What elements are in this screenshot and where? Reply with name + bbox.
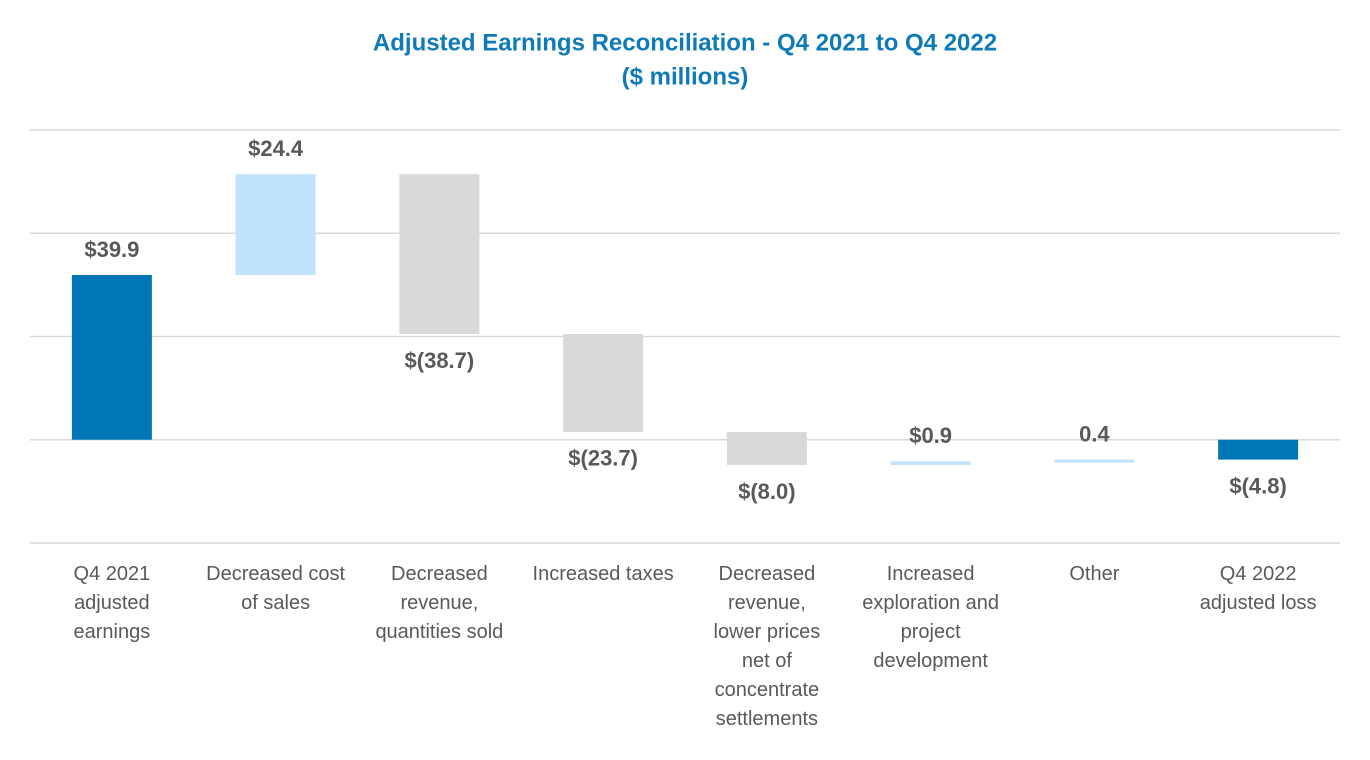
bar — [399, 174, 480, 335]
data-label: $(4.8) — [1229, 473, 1286, 498]
chart-subtitle: ($ millions) — [622, 63, 749, 90]
data-label: $(8.0) — [738, 479, 795, 504]
data-label: $39.9 — [84, 237, 139, 262]
bar — [563, 334, 644, 432]
bar — [235, 174, 316, 275]
x-tick-label: Increased exploration and project develo… — [862, 563, 1000, 672]
x-tick-label: Q4 2021 adjusted earnings — [73, 563, 151, 643]
x-tick-label: Increased taxes — [532, 563, 674, 585]
x-tick-label: Q4 2022 adjusted loss — [1199, 563, 1317, 614]
bar — [1218, 439, 1299, 460]
data-label: $24.4 — [248, 136, 304, 161]
x-tick-label: Decreased revenue, lower prices net of c… — [713, 563, 821, 730]
chart-title: Adjusted Earnings Reconciliation - Q4 20… — [373, 29, 997, 56]
x-tick-label: Decreased revenue, quantities sold — [375, 563, 504, 643]
data-label: $(38.7) — [405, 348, 475, 373]
data-label: 0.4 — [1079, 421, 1110, 446]
data-label: $(23.7) — [568, 446, 638, 471]
x-tick-label: Other — [1069, 563, 1120, 585]
x-tick-label: Decreased cost of sales — [206, 563, 346, 614]
bar — [71, 274, 152, 440]
bar — [1054, 459, 1135, 463]
bar — [726, 431, 807, 465]
data-label: $0.9 — [909, 423, 952, 448]
bar — [890, 461, 971, 465]
